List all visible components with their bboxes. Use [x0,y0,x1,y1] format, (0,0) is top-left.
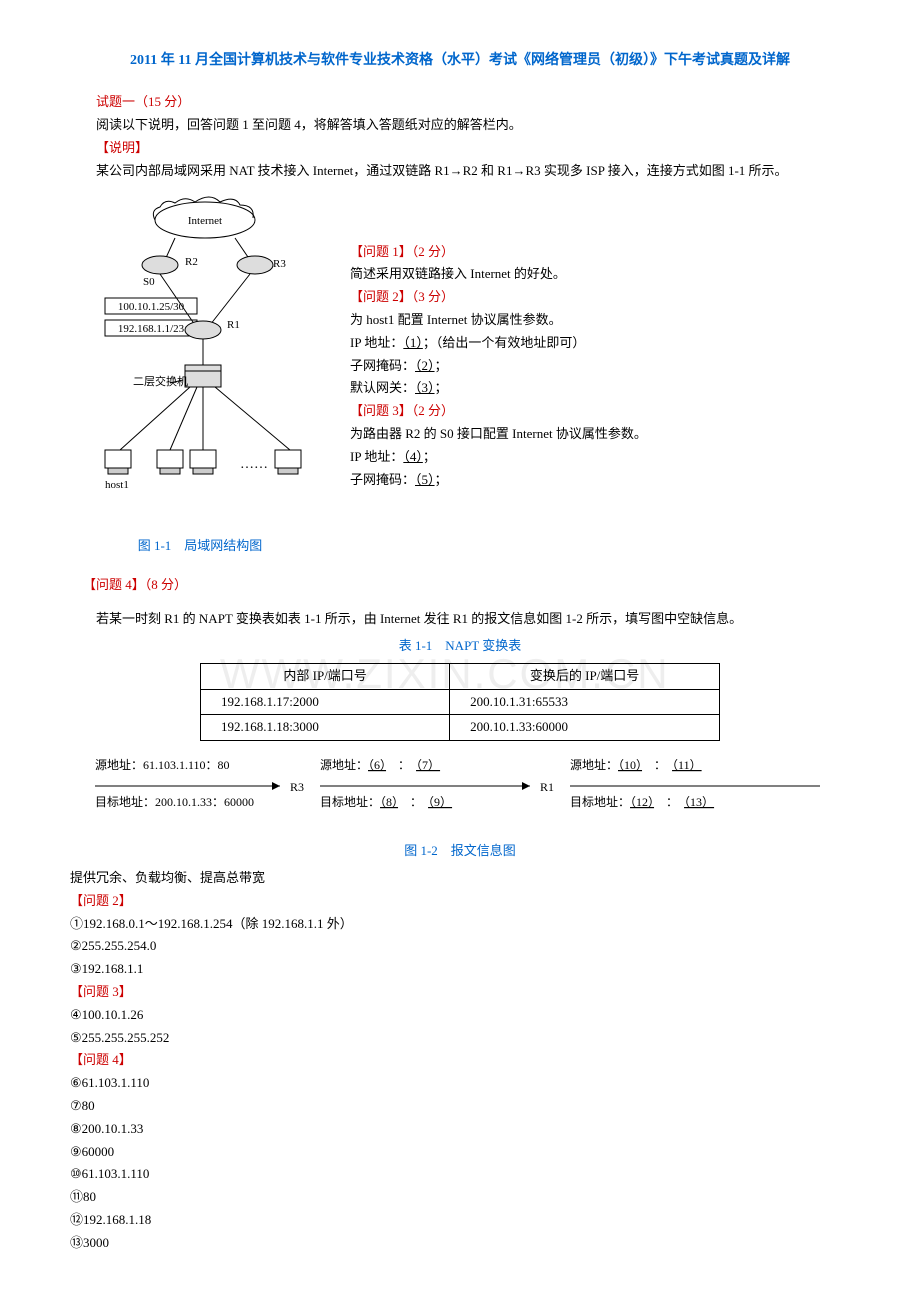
blank-2: （2） [415,358,435,373]
q3-2a: IP 地址： [350,449,403,464]
tab-r2c2: 200.10.1.33:60000 [450,715,720,741]
tab-r2c1: 192.168.1.18:3000 [201,715,450,741]
blank-11: （11） [672,758,702,772]
intro-1: 阅读以下说明，回答问题 1 至问题 4，将解答填入答题纸对应的解答栏内。 [70,115,850,136]
blank-12: （12） [630,795,654,809]
svg-text:目标地址：（8） ： （9）: 目标地址：（8） ： （9） [320,795,452,809]
label-internet: Internet [188,215,222,227]
pkt-s2-src-a: 源地址： [320,758,368,772]
q1-text: 简述采用双链路接入 Internet 的好处。 [350,264,850,285]
ans-4: ④100.10.1.26 [70,1005,850,1026]
ans-13: ⑬3000 [70,1233,850,1254]
page-title: 2011 年 11 月全国计算机技术与软件专业技术资格（水平）考试《网络管理员（… [70,50,850,72]
ans-3: ③192.168.1.1 [70,959,850,980]
blank-9: （9） [428,795,452,809]
shuoming-label: 【说明】 [96,140,148,155]
blank-6: （6） [368,758,386,772]
pkt-s1-src: 源地址：61.103.1.110：80 [95,758,230,772]
q4-title: 【问题 4】（8 分） [83,577,187,592]
blank-5: （5） [415,472,435,487]
tab-r1c2: 200.10.1.31:65533 [450,689,720,715]
fig11-caption: 图 1-1 局域网结构图 [70,536,330,557]
packet-diagram: 源地址：61.103.1.110：80 目标地址：200.10.1.33：600… [80,751,840,831]
tab-h1: 内部 IP/端口号 [201,663,450,689]
q3-3c: ； [435,472,448,487]
svg-text:目标地址：（12） ： （13）: 目标地址：（12） ： （13） [570,795,714,809]
ans-2: ②255.255.254.0 [70,936,850,957]
q3-text: 为路由器 R2 的 S0 接口配置 Internet 协议属性参数。 [350,424,850,445]
q2-2a: IP 地址： [350,335,403,350]
pkt-s3-src-a: 源地址： [570,758,618,772]
blank-4: （4） [403,449,423,464]
ans-6: ⑥61.103.1.110 [70,1073,850,1094]
label-r3: R3 [273,258,286,270]
label-r1: R1 [227,319,240,331]
q2-3a: 子网掩码： [350,358,415,373]
ans-q4: 【问题 4】 [70,1050,850,1071]
q2-title: 【问题 2】（3 分） [350,289,454,304]
ans-10: ⑩61.103.1.110 [70,1164,850,1185]
host-icon [105,450,131,474]
intro-2: 某公司内部局域网采用 NAT 技术接入 Internet，通过双链路 R1→R2… [70,161,850,182]
q3-3a: 子网掩码： [350,472,415,487]
label-ip1: 100.10.1.25/30 [118,301,185,313]
pkt-s1-dst: 目标地址：200.10.1.33：60000 [95,795,254,809]
ans-1: ①192.168.0.1～192.168.1.254（除 192.168.1.1… [70,914,850,935]
svg-text:源地址：（10） ： （11）: 源地址：（10） ： （11） [570,758,702,772]
label-ip2: 192.168.1.1/23 [118,323,185,335]
tab11-caption: 表 1-1 NAPT 变换表 [70,636,850,657]
q2-text: 为 host1 配置 Internet 协议属性参数。 [350,310,850,331]
label-host1: host1 [105,479,129,491]
host-icon [190,450,216,474]
q2-3c: ； [435,358,448,373]
tab-r1c1: 192.168.1.17:2000 [201,689,450,715]
ans-7: ⑦80 [70,1096,850,1117]
label-s0: S0 [143,276,155,288]
network-diagram: Internet R2 R3 S0 100.10.1.25/30 192.168… [75,190,325,530]
blank-8: （8） [380,795,398,809]
host-icon [157,450,183,474]
q2-2c: ；（给出一个有效地址即可） [423,335,586,350]
pkt-r3: R3 [290,780,304,794]
q3-2c: ； [423,449,436,464]
host-icon [275,450,301,474]
svg-text:……: …… [240,457,268,472]
blank-10: （10） [618,758,642,772]
fig12-caption: 图 1-2 报文信息图 [70,841,850,862]
ans-11: ⑪80 [70,1187,850,1208]
ans-8: ⑧200.10.1.33 [70,1119,850,1140]
svg-text:源地址：（6） ： （7）: 源地址：（6） ： （7） [320,758,440,772]
label-r2: R2 [185,256,198,268]
tab-h2: 变换后的 IP/端口号 [450,663,720,689]
q1-title: 【问题 1】（2 分） [350,244,454,259]
pkt-s3-dst-a: 目标地址： [570,795,630,809]
napt-table: 内部 IP/端口号变换后的 IP/端口号 192.168.1.17:200020… [200,663,720,741]
blank-13: （13） [684,795,714,809]
ans-9: ⑨60000 [70,1142,850,1163]
ans-q2: 【问题 2】 [70,891,850,912]
ans-q3: 【问题 3】 [70,982,850,1003]
q4-text: 若某一时刻 R1 的 NAPT 变换表如表 1-1 所示，由 Internet … [70,609,850,630]
ans-5: ⑤255.255.255.252 [70,1028,850,1049]
q2-4a: 默认网关： [350,380,415,395]
q1-head: 试题一（15 分） [96,94,190,109]
q2-4c: ； [435,380,448,395]
ans-0: 提供冗余、负载均衡、提高总带宽 [70,868,850,889]
blank-3: （3） [415,380,435,395]
blank-7: （7） [416,758,440,772]
pkt-s2-dst-a: 目标地址： [320,795,380,809]
q3-title: 【问题 3】（2 分） [350,403,454,418]
blank-1: （1） [403,335,423,350]
pkt-r1: R1 [540,780,554,794]
ans-12: ⑫192.168.1.18 [70,1210,850,1231]
